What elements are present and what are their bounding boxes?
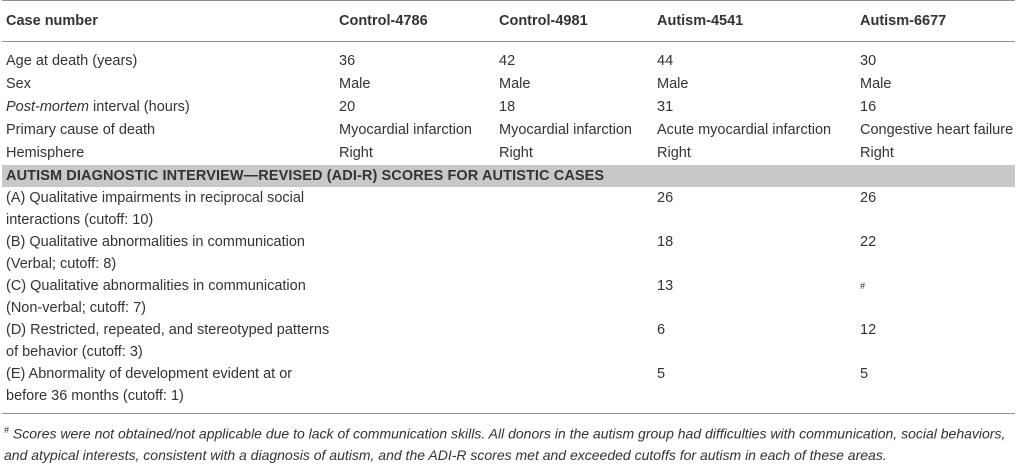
table-cell (335, 231, 495, 275)
table-cell: 26 (657, 190, 674, 206)
table-cell: Right (339, 145, 373, 161)
row-label: Post-mortem interval (hours) (2, 96, 335, 119)
table-row: Age at death (years) 36 42 44 30 (2, 42, 1015, 74)
header-autism-6677: Autism-6677 (856, 0, 1015, 42)
footnote-mark-cell: # (860, 281, 866, 291)
table-cell (495, 231, 653, 275)
table-cell: Right (499, 145, 533, 161)
table-cell: Myocardial infarction (499, 122, 632, 138)
table-cell: Male (657, 76, 689, 92)
row-label: Hemisphere (6, 145, 85, 161)
footnote-mark: # (4, 425, 10, 435)
table-cell: Male (339, 76, 371, 92)
table-cell: Male (860, 76, 892, 92)
header-row: Case number Control-4786 Control-4981 Au… (2, 0, 1015, 42)
table-cell: 13 (657, 278, 674, 294)
table-cell (495, 363, 653, 414)
table-cell (335, 187, 495, 231)
table-cell (335, 319, 495, 363)
table-cell: Right (657, 145, 691, 161)
table-cell: 5 (653, 363, 856, 414)
header-control-4981: Control-4981 (495, 0, 653, 42)
table-cell: Right (860, 145, 894, 161)
table-cell: 20 (339, 99, 356, 115)
row-label: Sex (6, 76, 31, 92)
row-label: Age at death (years) (6, 53, 138, 69)
case-data-table: Case number Control-4786 Control-4981 Au… (2, 0, 1015, 414)
table-cell: 12 (860, 322, 877, 338)
table-cell: 36 (339, 53, 356, 69)
row-label-italic: Post-mortem (6, 99, 89, 115)
section-title: AUTISM DIAGNOSTIC INTERVIEW—REVISED (ADI… (2, 165, 1015, 187)
table-cell: 44 (657, 53, 674, 69)
table-cell: 18 (499, 99, 516, 115)
header-case-number: Case number (2, 0, 335, 42)
table-row: (C) Qualitative abnormalities in communi… (2, 275, 1015, 319)
row-label: (C) Qualitative abnormalities in communi… (6, 278, 306, 316)
table-cell: 30 (860, 53, 877, 69)
table-cell (335, 275, 495, 319)
row-label: Primary cause of death (6, 122, 156, 138)
table-cell: Myocardial infarction (339, 122, 472, 138)
header-control-4786: Control-4786 (335, 0, 495, 42)
table-cell (495, 319, 653, 363)
table-row: Hemisphere Right Right Right Right (2, 142, 1015, 165)
footnote-text: Scores were not obtained/not applicable … (4, 425, 1006, 463)
table-row: (E) Abnormality of development evident a… (2, 363, 1015, 414)
table-row: Primary cause of death Myocardial infarc… (2, 119, 1015, 142)
header-autism-4541: Autism-4541 (653, 0, 856, 42)
table-row: Post-mortem interval (hours) 20 18 31 16 (2, 96, 1015, 119)
table-cell (495, 187, 653, 231)
table-cell (335, 363, 495, 414)
table-row: Sex Male Male Male Male (2, 73, 1015, 96)
table-footnote: # Scores were not obtained/not applicabl… (4, 420, 1016, 466)
table-cell: 26 (860, 190, 877, 206)
table-row: (B) Qualitative abnormalities in communi… (2, 231, 1015, 275)
table-row: (D) Restricted, repeated, and stereotype… (2, 319, 1015, 363)
table-row: (A) Qualitative impairments in reciproca… (2, 187, 1015, 231)
table-cell: Acute myocardial infarction (657, 122, 832, 138)
row-label: (D) Restricted, repeated, and stereotype… (6, 322, 330, 360)
row-label: (B) Qualitative abnormalities in communi… (6, 234, 305, 272)
table-cell: 18 (657, 234, 674, 250)
row-label-rest: interval (hours) (89, 99, 190, 115)
table-cell (495, 275, 653, 319)
table-cell: 31 (657, 99, 674, 115)
table-cell: 5 (856, 363, 1015, 414)
row-label: (A) Qualitative impairments in reciproca… (6, 190, 305, 228)
row-label: (E) Abnormality of development evident a… (2, 363, 335, 414)
table-cell: 6 (657, 322, 666, 338)
section-header-row: AUTISM DIAGNOSTIC INTERVIEW—REVISED (ADI… (2, 165, 1015, 187)
table-cell: 16 (860, 99, 877, 115)
table-cell: 42 (499, 53, 516, 69)
table-cell: Male (499, 76, 531, 92)
table-cell: 22 (860, 234, 877, 250)
table-cell: Congestive heart failure (860, 122, 1014, 138)
